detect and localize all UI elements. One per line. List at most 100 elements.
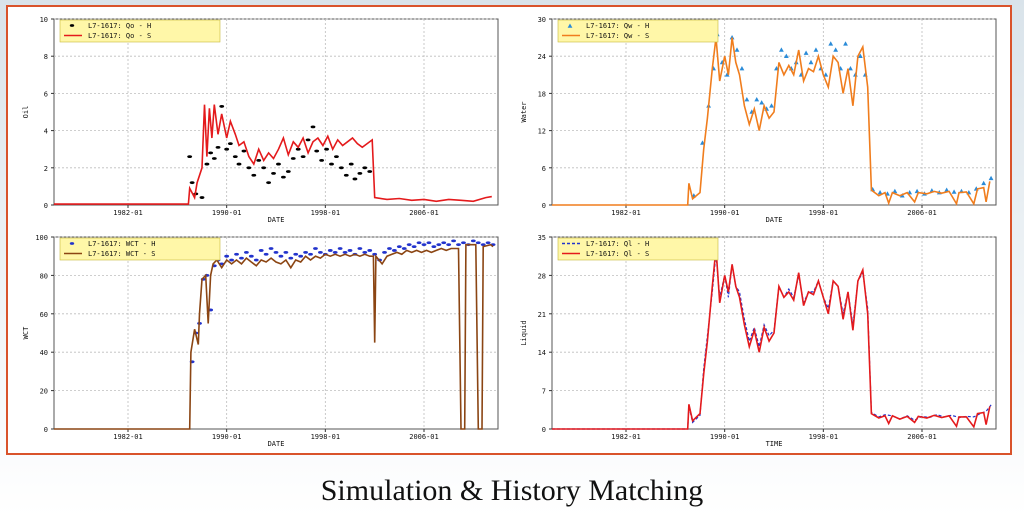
data-point bbox=[248, 254, 254, 258]
data-point bbox=[303, 250, 308, 254]
data-point bbox=[813, 47, 819, 52]
data-point bbox=[783, 53, 789, 58]
data-point bbox=[367, 249, 373, 252]
data-point bbox=[208, 151, 214, 155]
data-point bbox=[406, 243, 412, 247]
legend-label: L7-1617: Qo - S bbox=[88, 32, 151, 40]
x-tick-label: 1998-01 bbox=[809, 433, 839, 441]
legend-label: L7-1617: Ql - H bbox=[586, 240, 649, 248]
data-point bbox=[779, 47, 784, 52]
data-point bbox=[441, 241, 447, 245]
y-tick-label: 8 bbox=[44, 53, 48, 61]
y-tick-label: 0 bbox=[542, 426, 546, 434]
data-point bbox=[219, 105, 225, 108]
data-point bbox=[258, 249, 264, 252]
data-point bbox=[803, 50, 809, 55]
y-tick-label: 12 bbox=[538, 128, 546, 136]
y-tick-label: 35 bbox=[538, 234, 546, 242]
x-tick-label: 2006-01 bbox=[409, 209, 439, 217]
x-tick-label: 1990-01 bbox=[710, 433, 740, 441]
data-point bbox=[877, 190, 883, 195]
data-point bbox=[387, 247, 392, 250]
y-tick-label: 6 bbox=[44, 90, 48, 98]
data-point bbox=[305, 138, 311, 142]
x-axis-label: TIME bbox=[766, 440, 783, 448]
x-axis-label: DATE bbox=[268, 440, 285, 448]
data-point bbox=[239, 256, 244, 260]
data-point bbox=[266, 181, 271, 185]
data-point bbox=[314, 149, 320, 153]
liquid-series-l7-1617-ql-s bbox=[552, 247, 991, 430]
legend-marker bbox=[69, 24, 75, 27]
data-point bbox=[988, 175, 994, 181]
data-point bbox=[342, 250, 348, 254]
oil-series-l7-1617-qo-s bbox=[54, 104, 492, 205]
data-point bbox=[848, 66, 853, 71]
legend: L7-1617: WCT - H L7-1617: WCT - S bbox=[59, 237, 221, 261]
data-point bbox=[833, 47, 839, 52]
data-point bbox=[327, 249, 333, 252]
legend-label: L7-1617: Qw - S bbox=[586, 32, 649, 40]
data-point bbox=[362, 166, 368, 170]
data-point bbox=[256, 158, 262, 162]
y-tick-label: 24 bbox=[538, 53, 546, 61]
data-point bbox=[232, 155, 238, 159]
data-point bbox=[227, 142, 233, 146]
y-tick-label: 40 bbox=[40, 349, 48, 357]
data-point bbox=[347, 249, 353, 252]
data-point bbox=[298, 254, 304, 258]
data-point bbox=[244, 250, 249, 254]
data-point bbox=[401, 247, 407, 250]
data-point bbox=[334, 155, 339, 159]
x-tick-label: 1990-01 bbox=[710, 209, 740, 217]
data-point bbox=[367, 170, 373, 173]
legend-label: L7-1617: WCT - S bbox=[88, 250, 155, 258]
legend-box bbox=[557, 237, 719, 261]
data-point bbox=[392, 249, 397, 252]
y-tick-label: 60 bbox=[40, 311, 48, 319]
x-tick-label: 1982-01 bbox=[611, 209, 641, 217]
data-point bbox=[480, 243, 486, 247]
data-point bbox=[283, 250, 289, 254]
oil-chart: 0 2 4 6 8 10 1982-01 1990-01 1998-01 2006-01 DATE O… bbox=[22, 16, 499, 224]
y-tick-label: 14 bbox=[538, 349, 546, 357]
data-point bbox=[944, 187, 950, 192]
data-point bbox=[348, 162, 354, 166]
data-point bbox=[485, 241, 491, 245]
data-point bbox=[308, 252, 313, 256]
data-point bbox=[281, 175, 286, 179]
plot-area bbox=[53, 236, 499, 430]
data-point bbox=[234, 252, 239, 256]
legend: L7-1617: Ql - H L7-1617: Ql - S bbox=[557, 237, 719, 261]
data-point bbox=[290, 157, 296, 160]
data-point bbox=[436, 243, 442, 247]
x-tick-label: 2006-01 bbox=[907, 209, 937, 217]
data-point bbox=[187, 155, 193, 159]
data-point bbox=[739, 66, 745, 71]
data-point bbox=[724, 72, 730, 77]
data-point bbox=[734, 47, 740, 52]
data-point bbox=[372, 252, 378, 256]
x-tick-label: 1982-01 bbox=[611, 433, 641, 441]
data-point bbox=[271, 171, 276, 175]
data-point bbox=[769, 103, 774, 108]
data-point bbox=[892, 188, 898, 194]
y-tick-label: 2 bbox=[44, 165, 48, 173]
y-tick-label: 10 bbox=[40, 16, 48, 24]
legend-marker bbox=[69, 242, 75, 245]
data-point bbox=[329, 162, 334, 166]
x-tick-label: 1990-01 bbox=[212, 433, 242, 441]
data-point bbox=[857, 53, 863, 58]
y-tick-label: 100 bbox=[35, 234, 48, 242]
data-point bbox=[332, 250, 338, 254]
y-tick-label: 4 bbox=[44, 128, 48, 136]
water-chart: 0 6 12 18 24 30 1982-01 1990-01 1998-01 2006-01 DA… bbox=[520, 16, 997, 224]
data-point bbox=[246, 166, 252, 170]
data-point bbox=[456, 243, 461, 247]
data-point bbox=[843, 41, 848, 46]
data-point bbox=[362, 250, 368, 254]
plot-area bbox=[53, 18, 499, 206]
y-tick-label: 6 bbox=[542, 165, 546, 173]
legend: L7-1617: Qw - H L7-1617: Qw - S bbox=[557, 19, 719, 43]
water-chart-panel: 0 6 12 18 24 30 1982-01 1990-01 1998-01 2006-01 DA… bbox=[512, 11, 1002, 225]
